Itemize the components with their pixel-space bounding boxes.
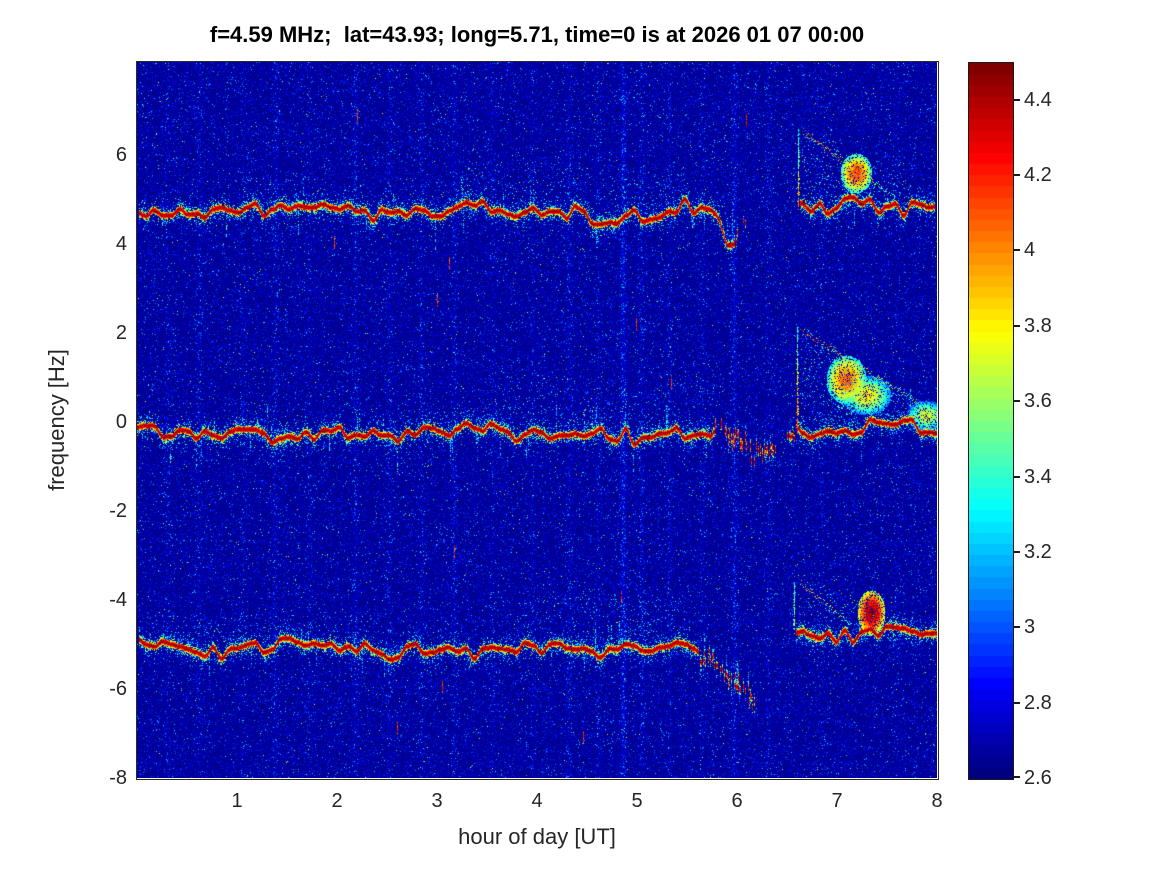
- colorbar: [968, 62, 1014, 780]
- x-tick-label: 1: [231, 790, 243, 812]
- y-tick-label: -6: [109, 678, 127, 701]
- y-axis-label: frequency [Hz]: [44, 349, 69, 491]
- colorbar-tick-mark: [1013, 626, 1020, 629]
- y-tick-label: -2: [109, 500, 127, 523]
- colorbar-tick-mark: [1013, 776, 1020, 778]
- y-tick-label: -8: [109, 767, 127, 789]
- y-tick-label: 4: [115, 233, 127, 256]
- colorbar-tick-label: 4.4: [1024, 88, 1052, 111]
- y-tick-label: 6: [115, 144, 127, 167]
- colorbar-tick-label: 4.2: [1024, 164, 1052, 187]
- colorbar-canvas: [969, 63, 1013, 779]
- colorbar-tick-mark: [1013, 701, 1020, 704]
- plot-area: [137, 62, 937, 778]
- colorbar-tick-mark: [1013, 98, 1020, 101]
- colorbar-tick-label: 2.8: [1024, 691, 1052, 714]
- x-tick-label: 8: [931, 790, 943, 812]
- colorbar-tick-label: 3.6: [1024, 390, 1052, 413]
- spectrogram-canvas: [137, 62, 937, 778]
- x-tick-label: 7: [831, 790, 843, 812]
- x-tick-label: 6: [731, 790, 743, 812]
- colorbar-tick-label: 3.2: [1024, 540, 1052, 563]
- x-tick-label: 3: [431, 790, 443, 812]
- x-tick-label: 2: [331, 790, 343, 812]
- colorbar-tick-label: 4: [1024, 239, 1036, 262]
- colorbar-tick-mark: [1013, 475, 1020, 478]
- colorbar-tick-mark: [1013, 174, 1020, 177]
- y-tick-label: 0: [115, 411, 127, 434]
- colorbar-tick-label: 3.4: [1024, 465, 1052, 488]
- colorbar-tick-mark: [1013, 324, 1020, 327]
- y-tick-label: 2: [115, 322, 127, 345]
- colorbar-tick-mark: [1013, 249, 1020, 252]
- colorbar-tick-label: 3: [1024, 616, 1036, 639]
- colorbar-tick-label: 2.6: [1024, 767, 1052, 789]
- x-tick-label: 4: [531, 790, 543, 812]
- chart-title: f=4.59 MHz; lat=43.93; long=5.71, time=0…: [209, 22, 865, 47]
- colorbar-tick-mark: [1013, 550, 1020, 553]
- x-axis-label: hour of day [UT]: [458, 824, 616, 849]
- colorbar-tick-mark: [1013, 400, 1020, 403]
- y-tick-label: -4: [109, 589, 127, 612]
- colorbar-tick-label: 3.8: [1024, 314, 1052, 337]
- x-tick-label: 5: [631, 790, 643, 812]
